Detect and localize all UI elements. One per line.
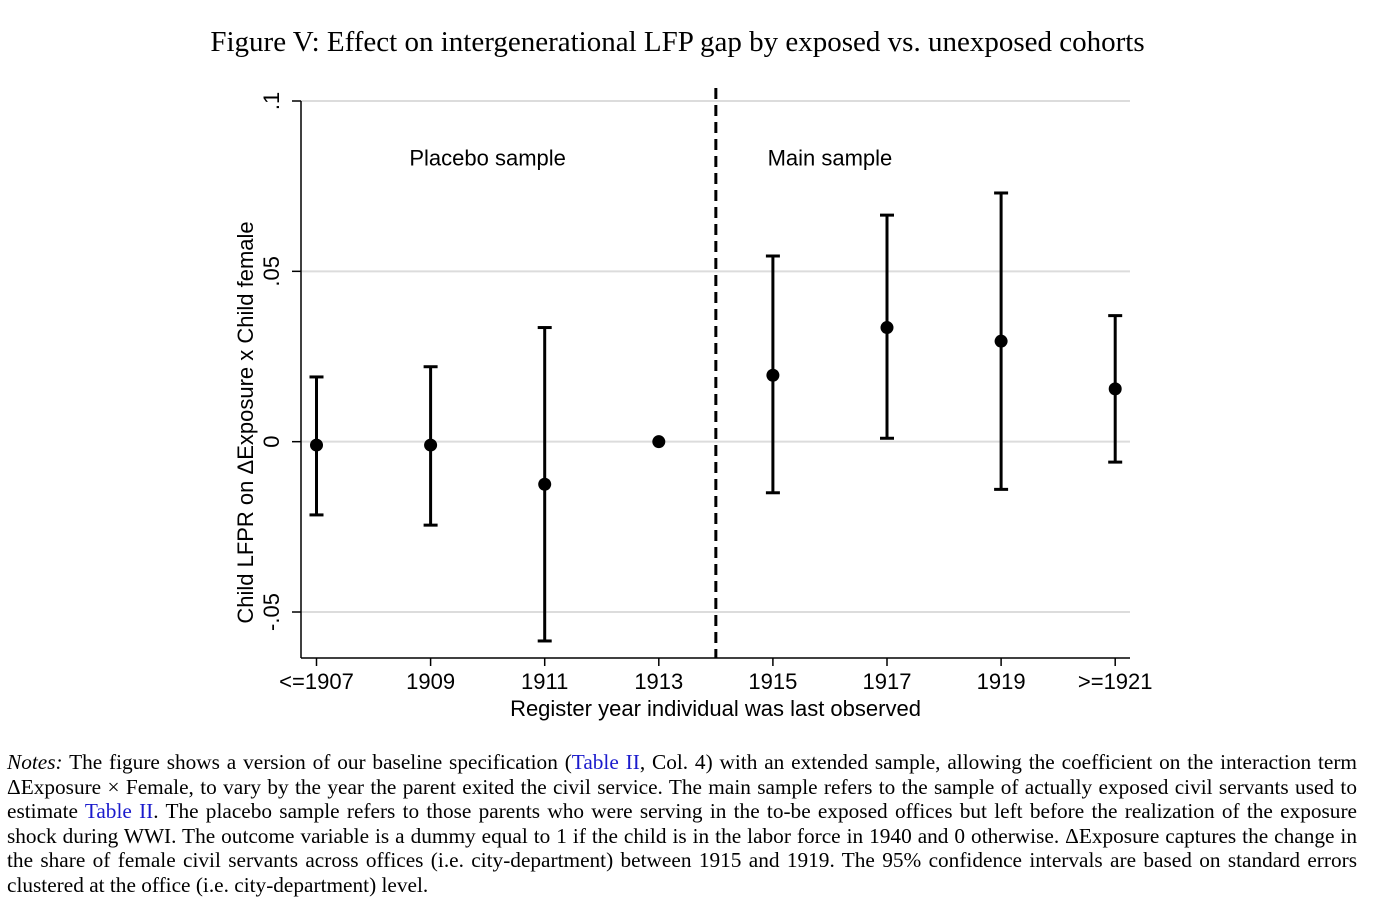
- x-tick-label: <=1907: [279, 669, 354, 694]
- series: [309, 191, 1123, 643]
- point-estimate: [310, 438, 323, 452]
- y-tick-label: 0: [259, 436, 284, 448]
- y-axis-title: Child LFPR on ΔExposure x Child female: [233, 221, 258, 623]
- point-estimate: [880, 321, 894, 335]
- figure-title: Figure V: Effect on intergenerational LF…: [210, 26, 1145, 58]
- x-tick-label: >=1921: [1078, 669, 1153, 694]
- y-tick-label: -.05: [259, 593, 284, 631]
- point-estimate: [652, 435, 666, 449]
- table-reference-link[interactable]: Table II: [571, 750, 640, 774]
- notes-text: . The placebo sample refers to those par…: [7, 799, 1357, 897]
- y-tick-label: .05: [259, 256, 284, 287]
- point-estimate: [994, 334, 1008, 348]
- x-tick-label: 1909: [406, 669, 455, 694]
- point-estimate: [766, 368, 780, 382]
- labels: Placebo sample Main sample Register year i…: [233, 146, 921, 721]
- x-tick-label: 1915: [748, 669, 797, 694]
- table-reference-link[interactable]: Table II: [84, 799, 154, 824]
- notes-text: , Col. 4) with an extended sample, allow…: [7, 750, 1357, 824]
- x-tick-label: 1911: [521, 669, 568, 694]
- notes-label: Notes:: [7, 750, 63, 774]
- notes-body: The figure shows a version of our baseli…: [7, 750, 1357, 897]
- gridlines: [301, 100, 1130, 614]
- sample-annotation: Placebo sample: [409, 146, 566, 171]
- point-estimate: [538, 477, 552, 491]
- ticks: -.05 0 .05 .1 <=1907 1909 1911 1913 1915 1917 1919…: [259, 92, 1153, 694]
- x-tick-label: 1919: [977, 669, 1026, 694]
- sample-annotation: Main sample: [768, 146, 893, 171]
- x-tick-label: 1913: [634, 669, 683, 694]
- x-tick-label: 1917: [863, 669, 912, 694]
- notes-text: The figure shows a version of our baseli…: [62, 750, 572, 774]
- point-estimate: [1108, 382, 1122, 396]
- x-axis-title: Register year individual was last observ…: [510, 696, 921, 721]
- point-estimate: [424, 438, 438, 452]
- y-tick-label: .1: [259, 92, 284, 110]
- figure-notes: Notes: The figure shows a version of our…: [7, 750, 1357, 898]
- coefficient-plot: -.05 0 .05 .1 <=1907 1909 1911 1913 1915 1917 1919…: [233, 88, 1153, 721]
